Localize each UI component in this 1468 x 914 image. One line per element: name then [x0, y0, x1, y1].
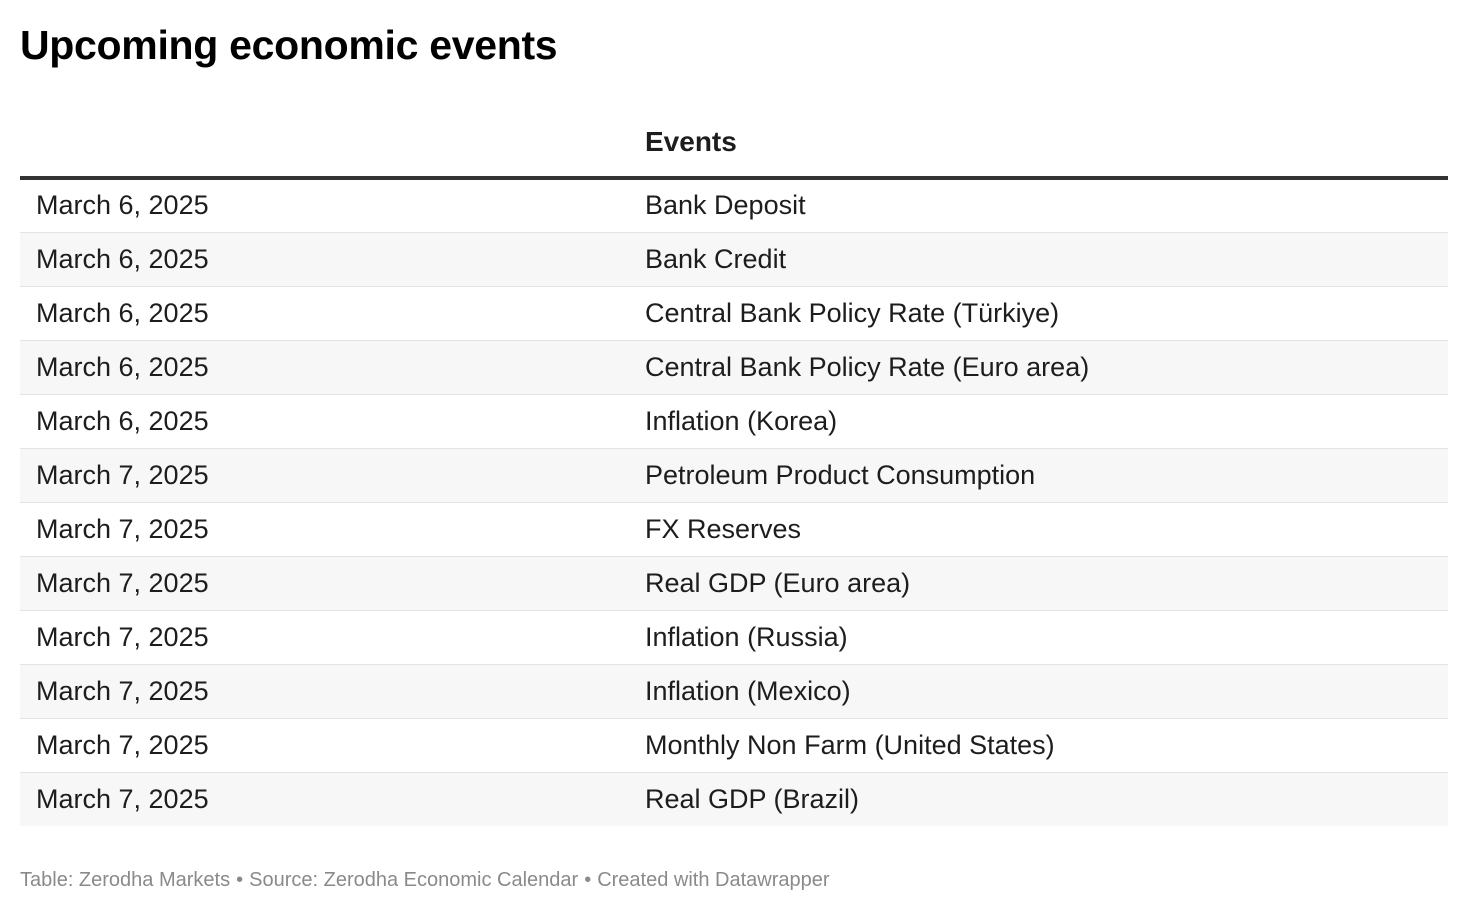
table-row: March 7, 2025 Real GDP (Brazil) — [20, 772, 1448, 826]
cell-date: March 7, 2025 — [20, 718, 645, 773]
table-header: Events — [20, 108, 1448, 180]
table-body: March 6, 2025 Bank Deposit March 6, 2025 Ba… — [20, 178, 1448, 826]
cell-event: Petroleum Product Consumption — [645, 448, 1448, 503]
table-row: March 6, 2025 Inflation (Korea) — [20, 394, 1448, 449]
page-title: Upcoming economic events — [20, 22, 558, 68]
cell-event: Real GDP (Brazil) — [645, 772, 1448, 826]
events-table-container: Events March 6, 2025 Bank Deposit March 6,… — [20, 108, 1448, 826]
table-row: March 6, 2025 Bank Deposit — [20, 178, 1448, 233]
events-table: Events March 6, 2025 Bank Deposit March 6,… — [20, 108, 1448, 826]
table-row: March 7, 2025 Inflation (Mexico) — [20, 664, 1448, 719]
cell-date: March 7, 2025 — [20, 772, 645, 826]
cell-date: March 6, 2025 — [20, 178, 645, 233]
cell-event: Bank Deposit — [645, 178, 1448, 233]
cell-date: March 7, 2025 — [20, 556, 645, 611]
cell-date: March 7, 2025 — [20, 448, 645, 503]
table-row: March 6, 2025 Central Bank Policy Rate (T… — [20, 286, 1448, 341]
cell-event: Central Bank Policy Rate (Euro area) — [645, 340, 1448, 395]
table-row: March 7, 2025 Real GDP (Euro area) — [20, 556, 1448, 611]
table-row: March 7, 2025 Inflation (Russia) — [20, 610, 1448, 665]
footer-separator: • — [584, 869, 592, 891]
cell-date: March 6, 2025 — [20, 232, 645, 287]
footer-notes: Table: Zerodha Markets • Source: Zerodha E… — [20, 866, 830, 894]
column-header-date — [20, 108, 645, 180]
table-credit: Table: Zerodha Markets — [20, 869, 231, 891]
table-row: March 6, 2025 Bank Credit — [20, 232, 1448, 287]
cell-event: Real GDP (Euro area) — [645, 556, 1448, 611]
cell-event: FX Reserves — [645, 502, 1448, 557]
cell-date: March 6, 2025 — [20, 394, 645, 449]
source-note: Source: Zerodha Economic Calendar — [249, 869, 579, 891]
cell-event: Inflation (Russia) — [645, 610, 1448, 665]
created-with-link[interactable]: Created with Datawrapper — [597, 869, 830, 891]
table-header-row: Events — [20, 108, 1448, 180]
cell-date: March 7, 2025 — [20, 664, 645, 719]
table-row: March 7, 2025 Petroleum Product Consumpti… — [20, 448, 1448, 503]
table-row: March 7, 2025 FX Reserves — [20, 502, 1448, 557]
column-header-events: Events — [645, 108, 1448, 180]
cell-date: March 6, 2025 — [20, 286, 645, 341]
cell-date: March 7, 2025 — [20, 610, 645, 665]
cell-event: Bank Credit — [645, 232, 1448, 287]
cell-date: March 7, 2025 — [20, 502, 645, 557]
table-row: March 6, 2025 Central Bank Policy Rate (E… — [20, 340, 1448, 395]
footer-separator: • — [236, 869, 244, 891]
cell-event: Inflation (Mexico) — [645, 664, 1448, 719]
cell-event: Inflation (Korea) — [645, 394, 1448, 449]
cell-event: Central Bank Policy Rate (Türkiye) — [645, 286, 1448, 341]
cell-date: March 6, 2025 — [20, 340, 645, 395]
cell-event: Monthly Non Farm (United States) — [645, 718, 1448, 773]
table-row: March 7, 2025 Monthly Non Farm (United St… — [20, 718, 1448, 773]
